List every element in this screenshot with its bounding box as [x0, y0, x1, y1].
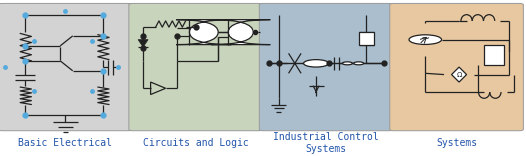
Text: Industrial Control
Systems: Industrial Control Systems	[273, 132, 379, 154]
Circle shape	[304, 60, 329, 67]
Text: ~: ~	[421, 34, 430, 44]
Circle shape	[409, 35, 441, 44]
FancyBboxPatch shape	[484, 45, 504, 65]
FancyBboxPatch shape	[259, 3, 393, 131]
FancyBboxPatch shape	[129, 3, 262, 131]
Polygon shape	[138, 40, 148, 47]
Text: Systems: Systems	[436, 138, 477, 148]
FancyBboxPatch shape	[0, 3, 132, 131]
FancyBboxPatch shape	[176, 20, 231, 45]
FancyBboxPatch shape	[359, 32, 373, 45]
Text: Circuits and Logic: Circuits and Logic	[143, 138, 249, 148]
FancyBboxPatch shape	[390, 3, 523, 131]
Circle shape	[353, 62, 363, 65]
Circle shape	[342, 62, 352, 65]
Polygon shape	[451, 67, 467, 82]
Text: Basic Electrical: Basic Electrical	[18, 138, 112, 148]
Text: Ω: Ω	[457, 72, 462, 78]
FancyBboxPatch shape	[211, 20, 270, 45]
